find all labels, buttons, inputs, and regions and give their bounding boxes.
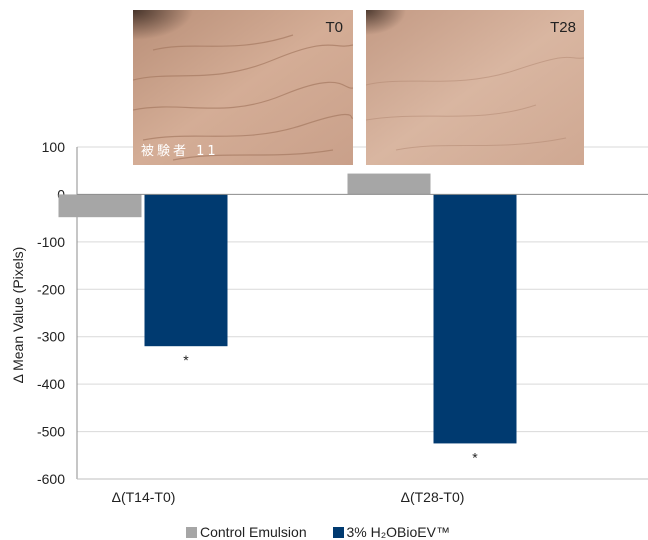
legend-item-control: Control Emulsion xyxy=(186,524,307,540)
legend-label: 3% H₂OBioEV™ xyxy=(346,524,450,540)
y-tick-label: -400 xyxy=(37,376,65,392)
bar-control xyxy=(347,173,431,195)
skin-texture-image xyxy=(133,10,353,165)
legend: Control Emulsion 3% H₂OBioEV™ xyxy=(186,524,472,540)
significance-marker: * xyxy=(472,449,478,465)
photo-label: T0 xyxy=(325,19,343,36)
x-tick-label: Δ(T28-T0) xyxy=(401,489,465,505)
y-tick-label: -500 xyxy=(37,424,65,440)
y-tick-label: -100 xyxy=(37,234,65,250)
bar-control xyxy=(58,194,142,218)
skin-photo-t0: T0 被験者 11 xyxy=(133,10,353,165)
y-tick-label: 100 xyxy=(42,139,66,155)
legend-item-h2obioev: 3% H₂OBioEV™ xyxy=(332,524,450,540)
y-tick-label: -200 xyxy=(37,281,65,297)
photo-label: T28 xyxy=(550,19,576,36)
skin-photo-t28: T28 xyxy=(366,10,584,165)
legend-swatch xyxy=(332,527,344,538)
legend-label: Control Emulsion xyxy=(200,524,307,540)
bar-h2obioev xyxy=(433,194,517,444)
subject-label: 被験者 11 xyxy=(141,144,219,159)
y-axis-label: Δ Mean Value (Pixels) xyxy=(10,247,26,384)
skin-texture-image xyxy=(366,10,584,165)
significance-marker: * xyxy=(183,352,189,368)
x-tick-label: Δ(T14-T0) xyxy=(112,489,176,505)
y-tick-label: -600 xyxy=(37,471,65,487)
legend-swatch xyxy=(186,527,197,538)
y-tick-label: -300 xyxy=(37,329,65,345)
bar-h2obioev xyxy=(144,194,228,347)
